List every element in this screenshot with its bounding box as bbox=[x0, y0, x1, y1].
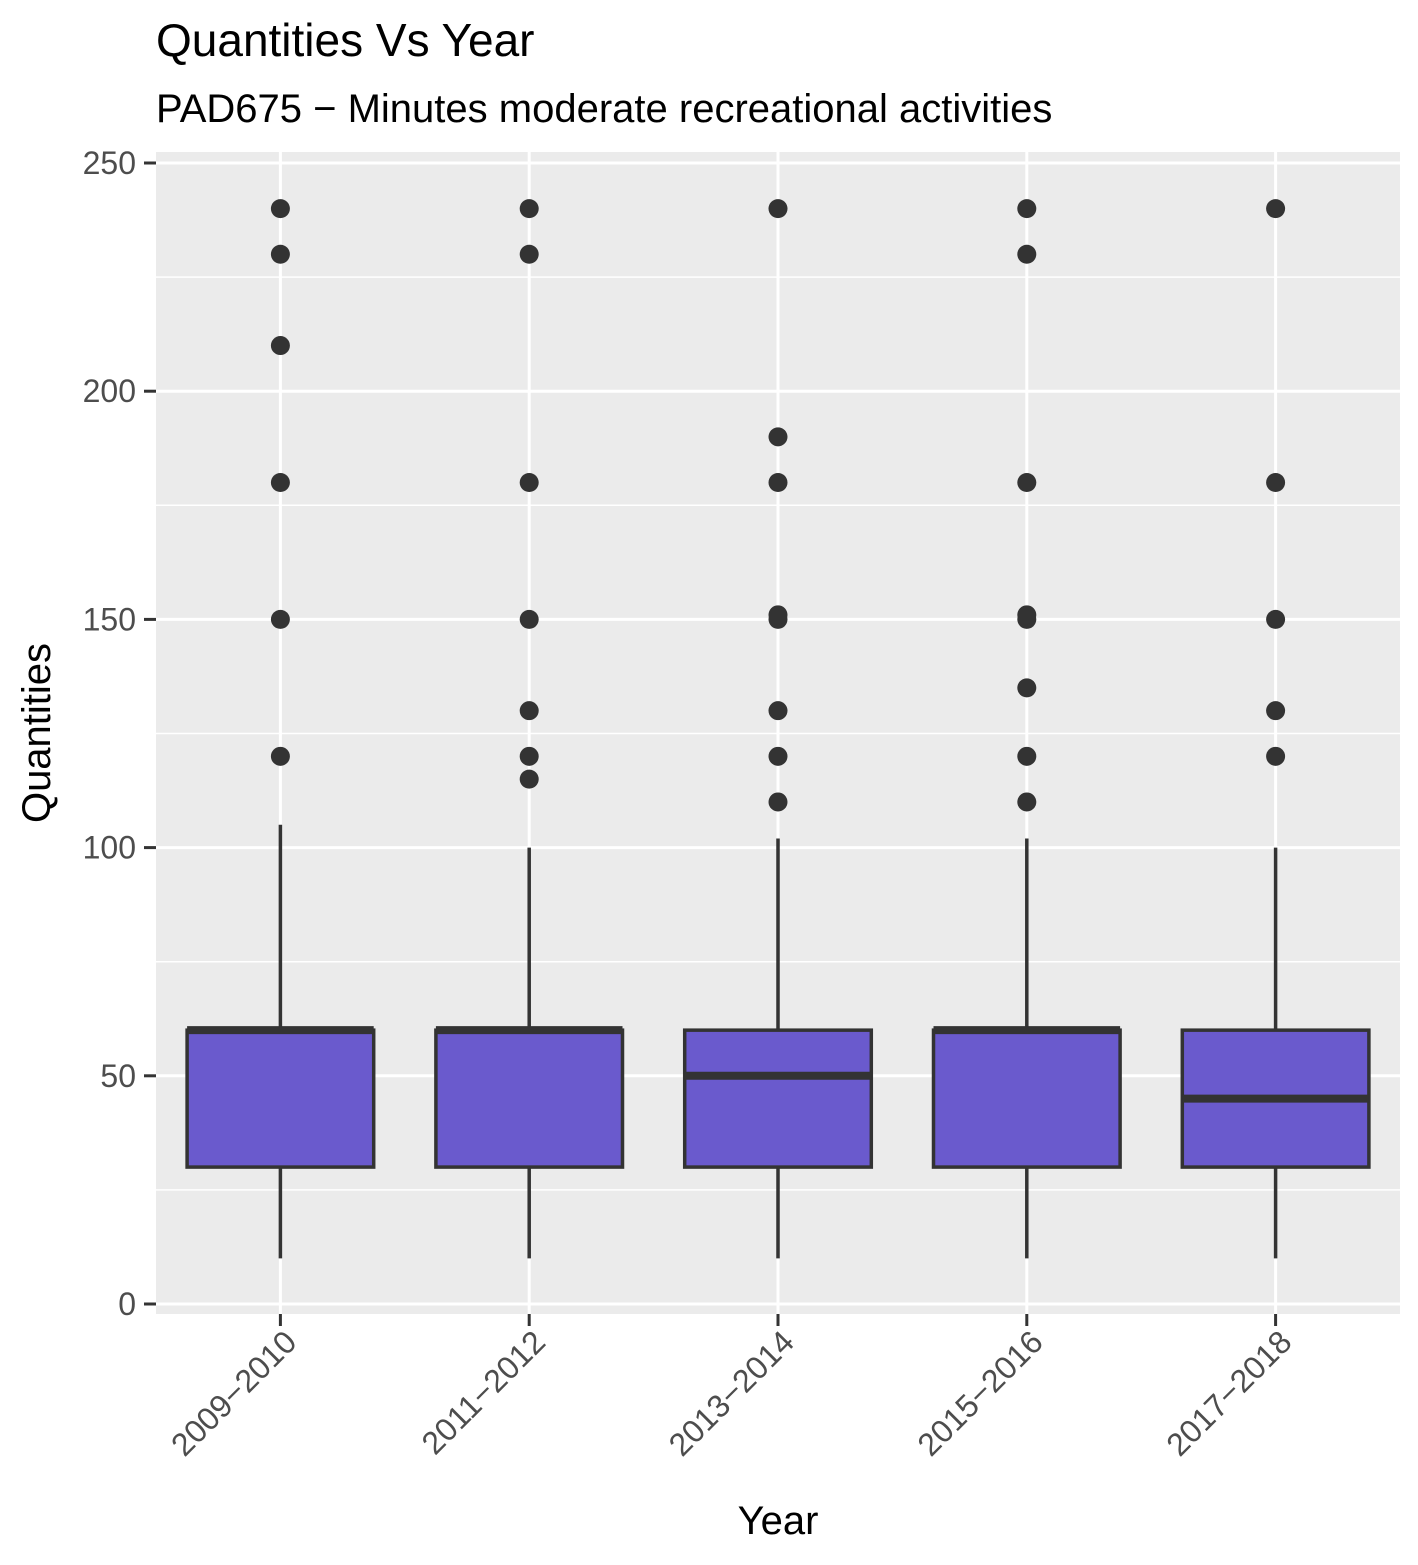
x-axis-title: Year bbox=[738, 1499, 819, 1543]
outlier-point bbox=[1017, 244, 1037, 264]
box-body bbox=[931, 1028, 1122, 1169]
outlier-point bbox=[270, 336, 290, 356]
box-2011−2012 bbox=[434, 199, 625, 1259]
box-2015−2016 bbox=[931, 199, 1122, 1259]
outlier-point bbox=[270, 199, 290, 219]
outlier-point bbox=[768, 746, 788, 766]
x-tick-label: 2013−2014 bbox=[662, 1323, 801, 1462]
x-tick-label: 2011−2012 bbox=[414, 1323, 552, 1461]
box-2013−2014 bbox=[682, 199, 874, 1259]
boxes bbox=[185, 199, 1371, 1259]
outlier-point bbox=[1266, 609, 1286, 629]
y-tick-label: 250 bbox=[83, 145, 136, 181]
outlier-point bbox=[768, 427, 788, 447]
box-body bbox=[682, 1028, 874, 1169]
y-tick-label: 100 bbox=[83, 830, 136, 866]
outlier-point bbox=[1017, 678, 1037, 698]
outlier-point bbox=[768, 199, 788, 219]
outlier-point bbox=[519, 701, 539, 721]
y-tick-label: 0 bbox=[118, 1286, 136, 1322]
outlier-point bbox=[519, 244, 539, 264]
outlier-point bbox=[1266, 472, 1286, 492]
box-body bbox=[434, 1028, 625, 1169]
grid-major bbox=[156, 152, 1400, 1314]
x-axis: 2009−2010 2011−2012 2013−2014 2015−2016 2017… bbox=[164, 1314, 1299, 1463]
x-tick-label: 2009−2010 bbox=[164, 1323, 303, 1462]
outlier-point bbox=[519, 472, 539, 492]
outlier-point bbox=[270, 472, 290, 492]
x-tick-label: 2015−2016 bbox=[910, 1323, 1049, 1462]
box-2009−2010 bbox=[185, 199, 376, 1259]
outlier-point bbox=[1017, 472, 1037, 492]
y-tick-label: 50 bbox=[100, 1058, 136, 1094]
box-body bbox=[185, 1028, 376, 1169]
y-tick-label: 200 bbox=[83, 373, 136, 409]
y-axis-title: Quantities bbox=[15, 643, 59, 823]
outlier-point bbox=[1266, 701, 1286, 721]
x-tick-label: 2017−2018 bbox=[1159, 1323, 1298, 1462]
outlier-point bbox=[519, 769, 539, 789]
outlier-point bbox=[1266, 199, 1286, 219]
outlier-point bbox=[270, 609, 290, 629]
outlier-point bbox=[768, 472, 788, 492]
outlier-point bbox=[768, 605, 788, 625]
outlier-point bbox=[519, 199, 539, 219]
outlier-point bbox=[768, 792, 788, 812]
outlier-point bbox=[1017, 792, 1037, 812]
outlier-point bbox=[270, 244, 290, 264]
y-axis: 0 50 100 150 200 250 bbox=[83, 145, 156, 1322]
outlier-point bbox=[270, 746, 290, 766]
outlier-point bbox=[1266, 746, 1286, 766]
chart-title: Quantities Vs Year bbox=[156, 14, 534, 66]
outlier-point bbox=[519, 746, 539, 766]
outlier-point bbox=[1017, 746, 1037, 766]
y-tick-label: 150 bbox=[83, 601, 136, 637]
outlier-point bbox=[519, 609, 539, 629]
outlier-point bbox=[1017, 605, 1037, 625]
outlier-point bbox=[768, 701, 788, 721]
box-2017−2018 bbox=[1180, 199, 1371, 1259]
outlier-point bbox=[1017, 199, 1037, 219]
chart-subtitle: PAD675 − Minutes moderate recreational a… bbox=[156, 87, 1052, 131]
